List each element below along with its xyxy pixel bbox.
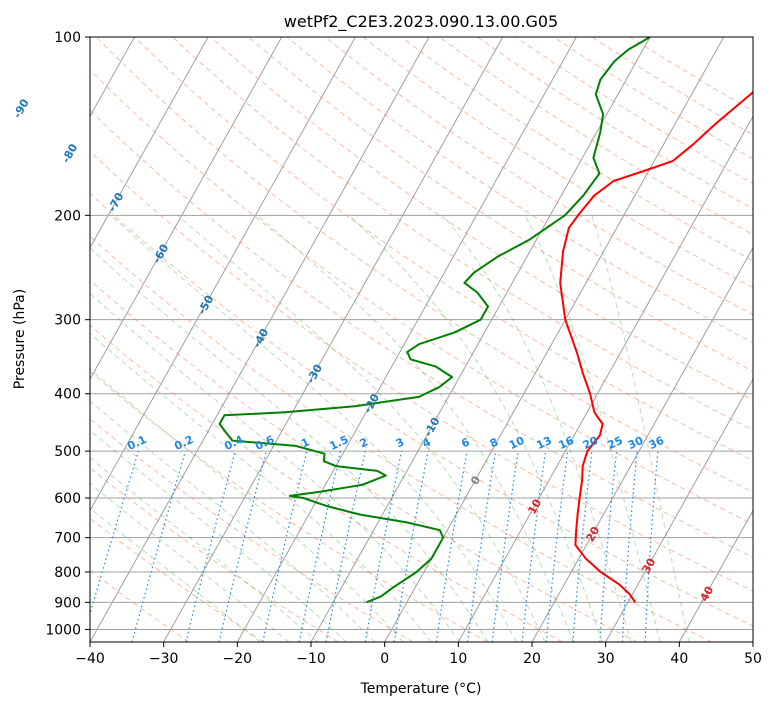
y-axis-label: Pressure (hPa) [12,289,28,389]
dry-adiabat-line [90,109,753,558]
x-tick-label: −30 [149,651,179,667]
dry-adiabat-line [95,37,753,493]
y-tick-label: 1000 [45,622,81,638]
dry-adiabat-line [90,235,712,642]
isotherm-line [605,378,753,642]
x-tick-label: −20 [223,651,253,667]
moist-adiabat-line [90,332,432,642]
mixing-ratio-line [466,451,497,642]
mixing-ratio-label: 20 [581,434,601,452]
y-tick-label: 400 [54,387,81,403]
dry-adiabat-line [515,37,753,185]
plot-frame [89,36,754,643]
y-tick-label: 100 [54,30,81,46]
y-tick-label: 600 [54,491,81,507]
x-axis: −40 −30 −20 −10 0 10 20 30 40 50 [75,642,762,667]
moist-adiabat-line [90,429,347,642]
mixing-ratio-line [185,450,236,642]
dry-adiabat-line [477,37,753,210]
isotherm-line [236,37,577,642]
y-axis: 100 200 300 400 500 600 700 800 900 1000 [45,30,90,638]
isotherm-line [90,37,356,512]
moist-adiabat-line [90,400,376,642]
dewpoint-profile-line [218,37,651,604]
mixing-ratio-label: 13 [534,434,553,452]
y-tick-label: 200 [54,208,81,224]
mixing-ratio-line [644,451,659,642]
mixing-ratio-line [491,451,519,642]
y-tick-label: 300 [54,313,81,329]
isotherm-line [163,37,504,642]
isotherm-line [90,37,283,381]
dry-adiabat-line [362,37,753,289]
y-tick-label: 700 [54,531,81,547]
x-tick-label: 10 [449,651,467,667]
temperature-profile-line [559,90,753,603]
moist-adiabat-line [257,214,575,642]
moist-adiabat-line [110,214,517,642]
dry-adiabat-line [134,37,753,462]
dry-adiabat-line [90,69,753,525]
dry-adiabat-line [324,37,753,316]
mixing-ratio-line [90,450,140,616]
mixing-ratio-label: 36 [647,434,667,452]
mixing-ratio-line [599,451,618,642]
mixing-ratio-line [545,451,569,642]
y-tick-label: 800 [54,565,81,581]
moist-adiabat-line [442,214,632,642]
y-tick-label: 500 [54,444,81,460]
mixing-ratio-line [364,450,403,642]
dry-adiabat-line [286,37,753,344]
moist-adiabat-line [348,214,603,642]
mixing-ratio-line [393,450,429,642]
mixing-ratio-line [435,450,468,642]
dry-adiabat-line [90,517,264,642]
x-tick-label: −10 [296,651,326,667]
x-tick-label: −40 [75,651,105,667]
dry-adiabat-line [172,37,753,431]
x-tick-label: 40 [670,651,688,667]
isotherm-line [457,115,753,642]
mixing-ratio-line [521,451,547,642]
x-tick-label: 30 [597,651,615,667]
isotherm-line [678,509,753,642]
x-tick-label: 20 [523,651,541,667]
mixing-ratio-label: 30 [626,434,646,452]
mixing-ratio-label: 25 [605,434,624,452]
mixing-ratio-line [621,451,638,642]
chart-title: wetPf2_C2E3.2023.090.13.00.G05 [284,12,558,32]
dry-adiabat-line [90,324,563,642]
x-axis-label: Temperature (°C) [360,681,482,697]
mixing-ratio-line [325,450,366,642]
dry-adiabat-line [90,467,339,642]
mixing-ratio-line [131,450,186,642]
moist-adiabat-line [524,215,661,642]
dry-adiabat-line [90,279,638,642]
moist-adiabat-line [591,215,690,642]
mixing-ratio-label: 10 [507,434,527,452]
x-tick-label: 0 [380,651,389,667]
moist-adiabat-line [90,292,461,642]
mixing-ratio-line [572,451,593,642]
mixing-ratio-line [298,450,342,642]
isotherm-line [531,246,753,642]
moist-adiabat-line [90,457,319,642]
mixing-ratio-label: 16 [557,434,577,452]
mixing-ratio-line [218,450,267,642]
plot-area [90,37,753,642]
x-tick-label: 50 [744,651,762,667]
isotherm-line [90,37,209,249]
y-tick-label: 900 [54,595,81,611]
isotherm-line [90,37,430,642]
mixing-ratio-line [262,450,308,642]
